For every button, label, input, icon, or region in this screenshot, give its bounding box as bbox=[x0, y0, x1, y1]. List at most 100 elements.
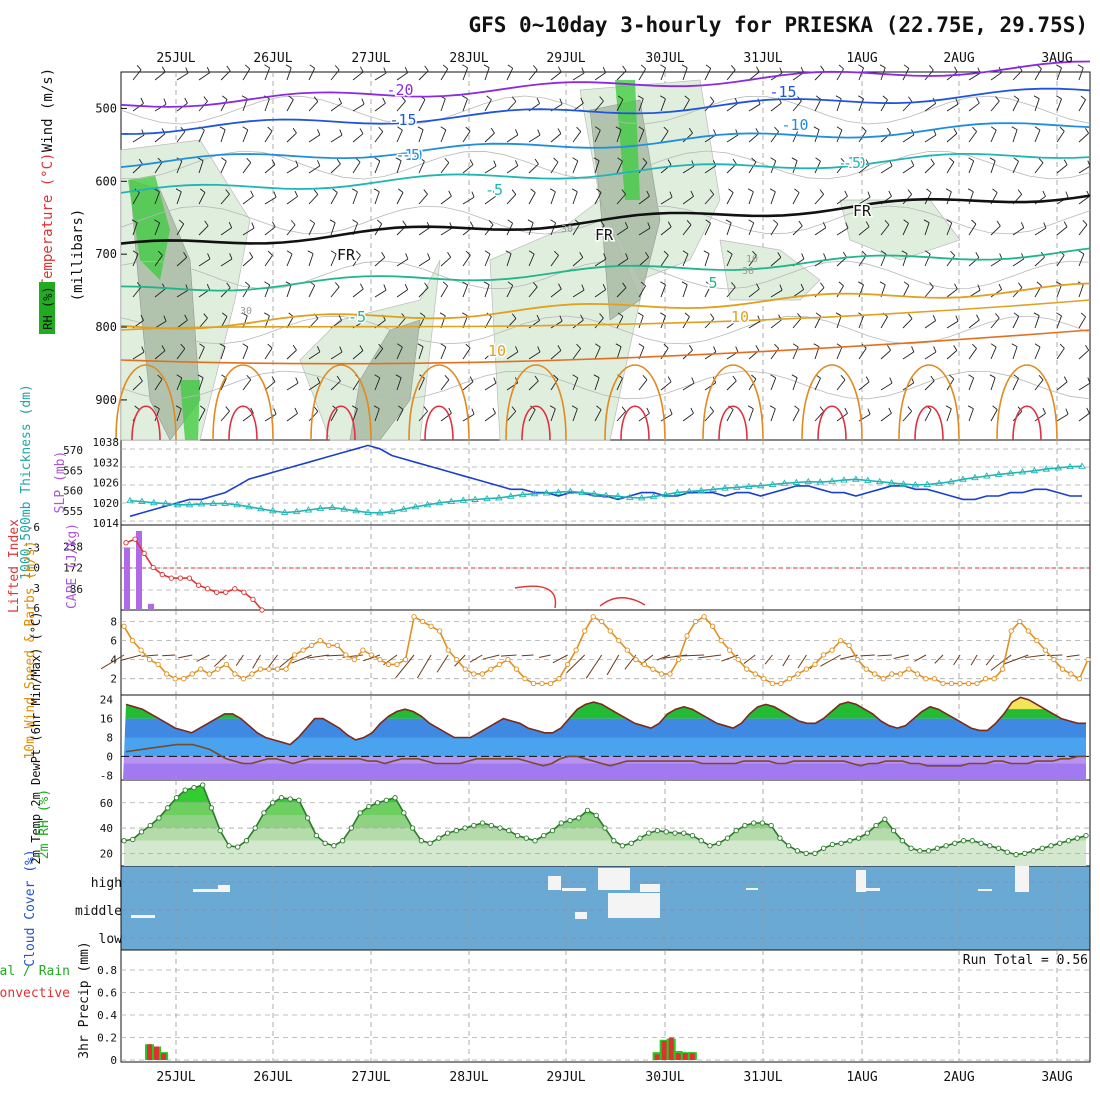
wind-barb-flag bbox=[507, 64, 513, 69]
wind10m-barb bbox=[213, 654, 227, 667]
wind-barb bbox=[594, 346, 601, 360]
wind-barb bbox=[506, 68, 514, 81]
wind-barb-flag bbox=[617, 157, 623, 162]
wind-barb-flag bbox=[469, 221, 474, 228]
wind-barb-flag bbox=[419, 312, 426, 317]
ytick-label-upper: 500 bbox=[95, 101, 117, 115]
wind-barb-flag bbox=[533, 282, 538, 288]
wind-barb-flag bbox=[178, 219, 184, 225]
wind10m-speed-line-point bbox=[419, 618, 426, 625]
rh2m-line-point bbox=[663, 829, 669, 835]
wind10m-barb bbox=[820, 654, 841, 667]
wind-barb-flag bbox=[534, 375, 539, 382]
thickness-line-point bbox=[816, 478, 824, 485]
wind-barb-flag bbox=[621, 189, 626, 195]
isotherm-surface-warm bbox=[702, 364, 764, 441]
wind-barb bbox=[726, 380, 737, 391]
wind-barb bbox=[1056, 130, 1065, 143]
wind-barb-flag bbox=[180, 343, 186, 349]
wind-barb bbox=[748, 161, 757, 174]
wind-barb-flag bbox=[286, 250, 293, 255]
thickness-line-point bbox=[376, 509, 384, 516]
cloud-cell bbox=[864, 888, 880, 891]
wind-barb bbox=[198, 346, 205, 360]
temp-band bbox=[123, 763, 1086, 780]
wind-barb bbox=[660, 315, 666, 329]
wind-barb bbox=[638, 315, 644, 329]
lifted-index-line-point bbox=[168, 575, 174, 581]
wind-barb bbox=[968, 377, 975, 391]
wind-barb-flag bbox=[709, 406, 715, 412]
thickness-line-point bbox=[554, 488, 563, 495]
wind-barb bbox=[418, 70, 429, 81]
thickness-line-point bbox=[637, 494, 646, 501]
wind10m-barb bbox=[307, 654, 329, 659]
rh2m-line-point bbox=[873, 822, 879, 829]
wind-barb-flag bbox=[840, 157, 846, 164]
wind-barb-flag bbox=[581, 67, 585, 74]
wind10m-speed-line-point bbox=[1008, 628, 1014, 634]
wind-barb-flag bbox=[663, 250, 669, 256]
wind10m-speed-line-point bbox=[914, 671, 921, 677]
wind-barb bbox=[264, 381, 276, 391]
wind-barb bbox=[858, 254, 867, 267]
wind-barb-flag bbox=[294, 190, 298, 197]
wind-barb-flag bbox=[663, 126, 669, 132]
wind-barb-flag bbox=[976, 97, 980, 104]
rh2m-line-point bbox=[978, 840, 984, 846]
wind-barb-flag bbox=[558, 283, 562, 290]
wind-barb-flag bbox=[888, 190, 892, 197]
rh2m-line-point bbox=[707, 843, 713, 849]
ytick-slp: 1032 bbox=[93, 456, 120, 469]
wind-barb bbox=[462, 130, 471, 143]
wind-barb-flag bbox=[221, 157, 227, 162]
wind-barb bbox=[484, 284, 490, 298]
wind-barb-flag bbox=[646, 407, 650, 414]
wind-barb bbox=[968, 223, 977, 236]
rh2m-line-point bbox=[243, 838, 250, 844]
wind-barb bbox=[858, 381, 870, 391]
wind-barb bbox=[528, 380, 539, 391]
ytick-wind: 6 bbox=[110, 635, 117, 648]
rh2m-line-point bbox=[558, 820, 564, 826]
wind-barb-flag bbox=[511, 313, 517, 319]
wind10m-barb bbox=[196, 654, 210, 662]
rh2m-line-point bbox=[1039, 845, 1045, 851]
wind-barb bbox=[440, 412, 452, 422]
wind-barb-flag bbox=[861, 126, 867, 132]
rh2m-line-point bbox=[567, 817, 573, 824]
wind-barb-flag bbox=[250, 407, 254, 414]
wind-barb bbox=[1034, 346, 1041, 360]
cloud-level-label: low bbox=[99, 932, 123, 947]
lifted-index-line bbox=[514, 585, 557, 609]
wind-barb bbox=[462, 347, 471, 360]
wind10m-speed-line-point bbox=[198, 666, 204, 672]
wind-barb bbox=[770, 289, 783, 298]
wind-barb-flag bbox=[769, 405, 776, 410]
wind10m-speed-line-point bbox=[146, 656, 153, 663]
wind-barb bbox=[550, 350, 562, 360]
wind10m-speed-line-point bbox=[505, 656, 511, 663]
wind-barb bbox=[748, 133, 760, 143]
wind-barb bbox=[528, 351, 541, 360]
axis-label-wind10m: 10m Wind Speed & Barbs (m/s) bbox=[23, 540, 38, 759]
ytick-wind: 4 bbox=[110, 654, 117, 667]
wind-barb bbox=[396, 346, 403, 360]
wind-barb bbox=[132, 134, 145, 143]
thickness-line-point bbox=[197, 500, 206, 507]
wind10m-speed-line-point bbox=[837, 637, 844, 644]
wind-barb bbox=[198, 258, 211, 267]
wind-barb bbox=[748, 222, 755, 236]
wind-barb-flag bbox=[273, 191, 277, 198]
wind10m-speed-line-point bbox=[411, 614, 417, 620]
date-label-bottom: 27JUL bbox=[351, 1070, 390, 1085]
wind-barb-flag bbox=[599, 96, 604, 102]
rh-contour bbox=[120, 95, 1091, 125]
wind-barb-flag bbox=[688, 127, 693, 134]
wind-barb-flag bbox=[774, 343, 779, 349]
wind-barb bbox=[880, 99, 888, 112]
wind-barb-flag bbox=[858, 64, 864, 69]
wind-barb bbox=[176, 223, 185, 236]
wind-barb-flag bbox=[1013, 95, 1020, 100]
axis-label-slp: SLP (mb) bbox=[53, 451, 68, 514]
